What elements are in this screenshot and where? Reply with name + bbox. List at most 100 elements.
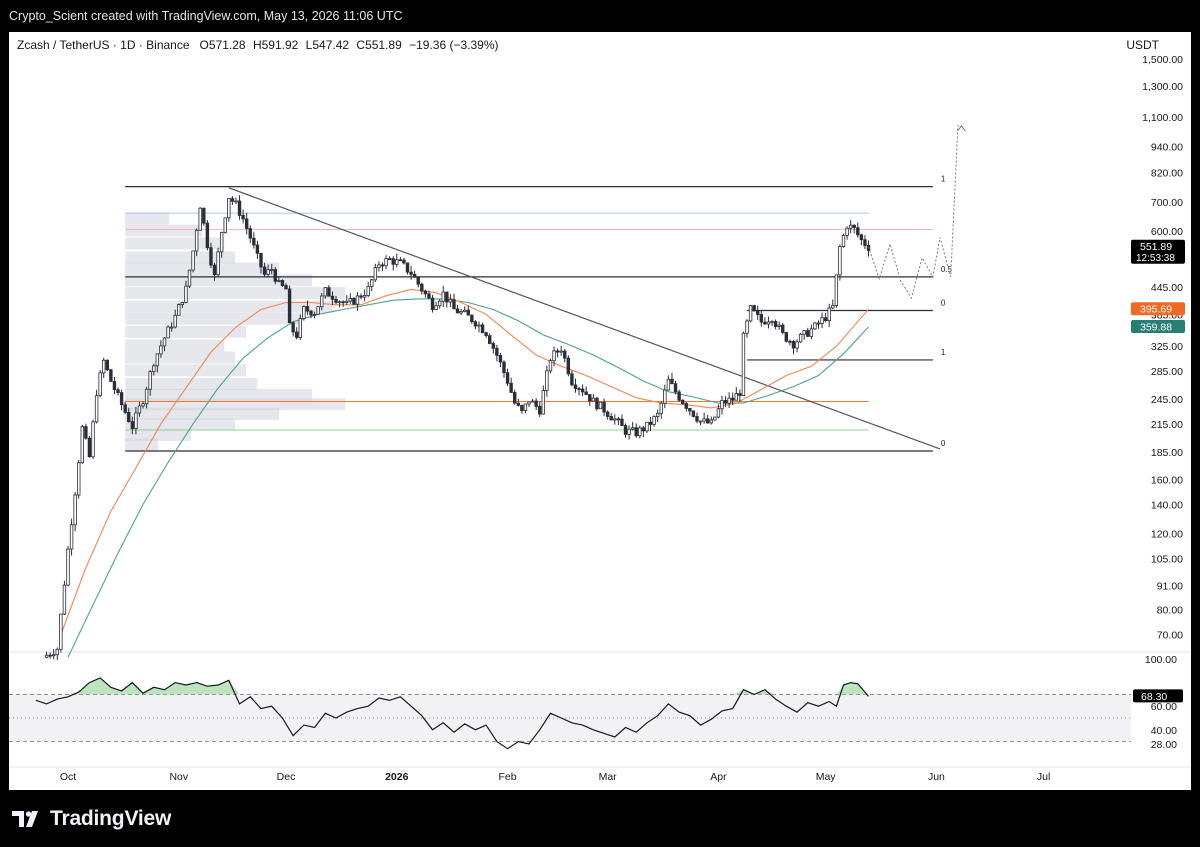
candle-down	[520, 404, 524, 412]
fib-level-label: 1	[941, 175, 946, 184]
candle-up	[59, 613, 63, 650]
candle-up	[355, 295, 360, 305]
volume-profile-bar	[125, 388, 313, 401]
price-axis-tick: 1,100.00	[1142, 112, 1183, 124]
price-label-text: 359.88	[1140, 322, 1172, 334]
price-axis-tick: 445.00	[1151, 282, 1183, 294]
candle-up	[809, 328, 814, 337]
volume-profile-bar	[125, 325, 247, 338]
candle-down	[119, 392, 124, 406]
candle-up	[448, 299, 453, 303]
candle-down	[670, 378, 674, 385]
projection-arrow-icon	[957, 125, 966, 132]
candle-up	[373, 267, 378, 281]
candle-up	[234, 200, 238, 203]
volume-profile-bar	[125, 351, 236, 364]
price-axis-tick: 820.00	[1151, 167, 1183, 179]
time-axis-tick: Mar	[599, 771, 618, 783]
candle-down	[488, 335, 492, 344]
candle-down	[259, 252, 263, 268]
rsi-axis-tick: 60.00	[1151, 701, 1177, 713]
change-value: −19.36 (−3.39%)	[409, 38, 499, 52]
candle-up	[698, 420, 703, 423]
candle-up	[223, 217, 227, 233]
candle-up	[598, 401, 603, 410]
candle-down	[588, 394, 592, 402]
candle-up	[191, 250, 195, 271]
candle-down	[341, 301, 345, 304]
fib-level-label: 1	[941, 348, 946, 357]
candle-down	[791, 341, 796, 349]
candle-down	[673, 383, 678, 393]
symbol-title: Zcash / TetherUS · 1D · Binance	[17, 38, 190, 52]
candle-up	[187, 269, 192, 287]
candle-down	[623, 425, 628, 435]
candle-down	[402, 259, 406, 264]
candle-up	[827, 307, 831, 322]
tradingview-brand[interactable]: TradingView	[12, 807, 171, 831]
volume-profile-bar	[125, 224, 203, 237]
candle-up	[838, 246, 842, 276]
candle-up	[766, 321, 771, 325]
volume-profile-bar	[125, 262, 280, 275]
candle-up	[841, 235, 846, 247]
candle-down	[616, 418, 621, 421]
candle-down	[427, 293, 431, 299]
chart-canvas[interactable]: 1 0.5 0 1 0 1,500.00 1,300.00 1,100.00 940.00 820…	[9, 32, 1191, 790]
candle-up	[173, 314, 177, 328]
candle-up	[798, 333, 803, 343]
candle-up	[395, 259, 399, 265]
candle-down	[620, 418, 624, 426]
candle-down	[823, 317, 828, 322]
candle-up	[177, 304, 181, 316]
candle-down	[455, 308, 460, 314]
candle-down	[806, 330, 810, 337]
candle-down	[491, 343, 495, 349]
candle-down	[237, 200, 242, 216]
candle-down	[445, 291, 449, 303]
candle-down	[84, 426, 88, 439]
volume-profile	[125, 212, 346, 451]
candle-up	[745, 320, 749, 334]
time-axis-tick: Dec	[277, 771, 296, 783]
price-axis-tick: 91.00	[1157, 580, 1183, 592]
chart-card[interactable]: 1 0.5 0 1 0 1,500.00 1,300.00 1,100.00 940.00 820…	[9, 32, 1191, 790]
candle-up	[362, 294, 367, 298]
candle-down	[731, 397, 735, 401]
candle-down	[788, 340, 792, 343]
rsi-axis-tick: 100.00	[1145, 654, 1177, 666]
volume-profile-bar	[125, 287, 346, 300]
candle-down	[641, 427, 646, 432]
candle-down	[738, 393, 742, 396]
candle-up	[166, 326, 170, 339]
candle-up	[184, 285, 188, 303]
candle-down	[602, 401, 606, 413]
candle-down	[723, 400, 728, 404]
time-axis-tick: Nov	[169, 771, 188, 783]
volume-profile-bar	[125, 339, 225, 352]
candle-up	[219, 231, 224, 253]
price-axis-tick: 700.00	[1151, 197, 1183, 209]
candle-up	[194, 229, 199, 252]
candle-down	[409, 271, 413, 275]
volume-profile-bar	[125, 364, 247, 377]
candle-down	[391, 258, 395, 265]
candle-up	[148, 371, 152, 390]
candle-up	[62, 584, 67, 615]
tradingview-logo-icon	[12, 811, 38, 827]
rsi-value-text: 68.30	[1141, 691, 1167, 703]
price-axis-tick: 160.00	[1151, 474, 1183, 486]
candle-up	[316, 306, 320, 315]
candle-down	[205, 222, 210, 249]
candle-up	[462, 309, 467, 312]
volume-profile-bar	[125, 237, 225, 250]
candle-up	[541, 390, 546, 415]
candle-down	[573, 384, 578, 389]
candle-down	[405, 262, 410, 273]
candle-down	[248, 228, 252, 239]
candle-down	[130, 421, 135, 429]
candle-up	[820, 317, 824, 324]
price-label-box	[1131, 320, 1185, 334]
candle-down	[605, 411, 610, 417]
candle-up	[298, 318, 302, 338]
